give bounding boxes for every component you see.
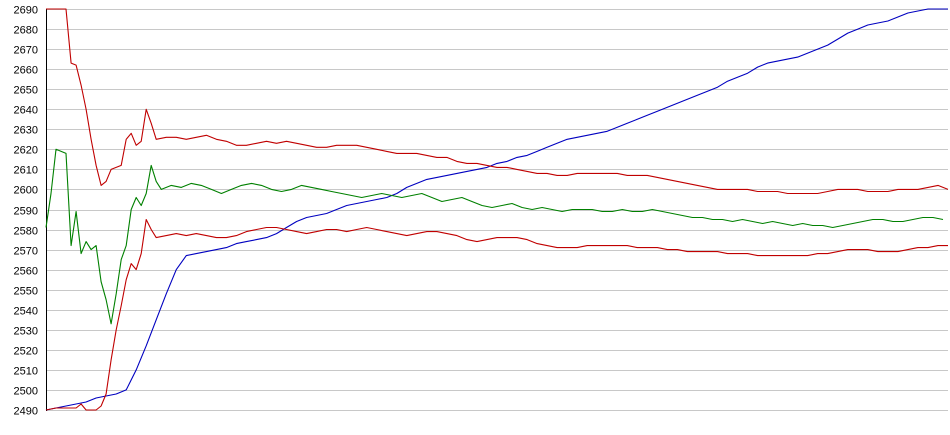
series-line-1: [45, 8, 948, 411]
y-tick-label: 2590: [14, 206, 38, 218]
series-line-4: [45, 218, 948, 411]
y-tick-label: 2680: [14, 25, 38, 37]
y-tick-label: 2510: [14, 366, 38, 378]
y-axis: 2490 2500 2510 2520 2530 2540 2550 2560 2570 2580…: [14, 5, 47, 418]
y-tick-label: 2640: [14, 105, 38, 117]
y-tick-label: 2650: [14, 85, 38, 97]
y-tick-label: 2620: [14, 145, 38, 157]
y-tick-label: 2600: [14, 185, 38, 197]
y-tick-label: 2540: [14, 306, 38, 318]
y-tick-label: 2530: [14, 326, 38, 338]
y-tick-label: 2560: [14, 266, 38, 278]
y-tick-label: 2630: [14, 125, 38, 137]
series-line-2: [45, 148, 944, 325]
y-tick-label: 2580: [14, 226, 38, 238]
series-lines: [45, 8, 949, 411]
y-tick-label: 2570: [14, 246, 38, 258]
y-tick-label: 2670: [14, 45, 38, 57]
y-tick-label: 2550: [14, 286, 38, 298]
y-tick-label: 2690: [14, 5, 38, 17]
y-tick-label: 2520: [14, 346, 38, 358]
y-tick-label: 2490: [14, 406, 38, 418]
series-line-3: [46, 8, 949, 195]
y-tick-label: 2660: [14, 65, 38, 77]
y-tick-label: 2610: [14, 165, 38, 177]
gridlines: [46, 9, 948, 411]
y-tick-label: 2500: [14, 386, 38, 398]
